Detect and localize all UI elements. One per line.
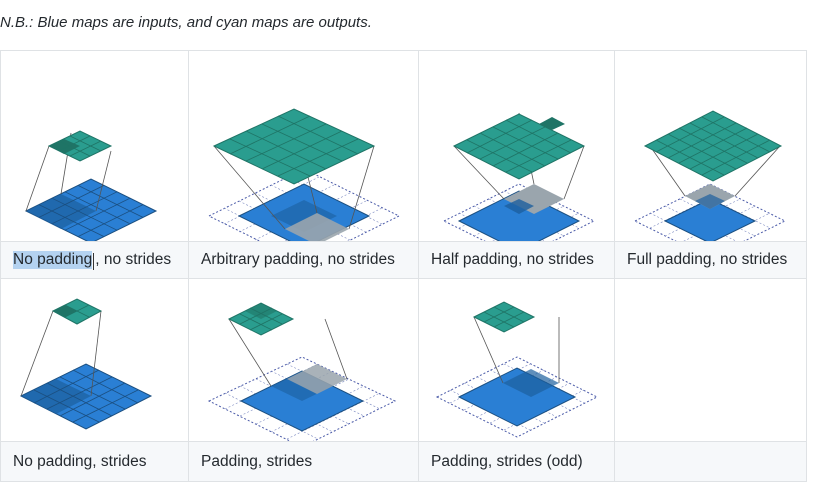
diagram-cell-arbitrary-padding xyxy=(189,51,419,242)
note-text: N.B.: Blue maps are inputs, and cyan map… xyxy=(0,14,372,31)
caption-arbitrary-padding-no-strides: Arbitrary padding, no strides xyxy=(189,242,419,279)
diagram-padding-strides xyxy=(207,302,397,441)
caption-text: Full padding, no strides xyxy=(627,251,788,268)
caption-empty xyxy=(615,442,807,482)
diagram-half-padding-no-strides xyxy=(442,112,596,241)
diagram-cell-padding-strides xyxy=(189,279,419,442)
input-map xyxy=(24,178,158,241)
diagram-padding-strides-odd xyxy=(435,301,599,438)
diagram-full-padding-no-strides xyxy=(633,110,787,241)
caption-text: Half padding, no strides xyxy=(431,251,594,268)
diagram-arbitrary-padding-no-strides xyxy=(207,108,401,241)
diagram-cell-no-padding-strides xyxy=(1,279,189,442)
empty-cell xyxy=(615,279,807,442)
diagram-no-padding-no-strides xyxy=(24,130,158,241)
text-cursor-icon xyxy=(93,253,95,270)
convolution-animations-table: No padding, no strides Arbitrary padding… xyxy=(0,50,807,482)
output-map xyxy=(47,130,113,162)
diagram-cell-half-padding xyxy=(419,51,615,242)
diagram-cell-no-padding-no-strides xyxy=(1,51,189,242)
diagram-cell-padding-strides-odd xyxy=(419,279,615,442)
diagram-no-padding-strides xyxy=(19,298,153,430)
caption-no-padding-no-strides: No padding, no strides xyxy=(1,242,189,279)
caption-no-padding-strides: No padding, strides xyxy=(1,442,189,482)
caption-padding-strides: Padding, strides xyxy=(189,442,419,482)
caption-half-padding-no-strides: Half padding, no strides xyxy=(419,242,615,279)
selected-text[interactable]: No padding xyxy=(13,251,93,269)
caption-text: Padding, strides xyxy=(201,452,313,470)
caption-text: , no strides xyxy=(95,251,172,268)
caption-text: Padding, strides (odd) xyxy=(431,452,583,470)
caption-text: Arbitrary padding, no strides xyxy=(201,251,395,268)
caption-padding-strides-odd: Padding, strides (odd) xyxy=(419,442,615,482)
caption-text: No padding, strides xyxy=(13,452,147,470)
diagram-cell-full-padding xyxy=(615,51,807,242)
caption-full-padding-no-strides: Full padding, no strides xyxy=(615,242,807,279)
